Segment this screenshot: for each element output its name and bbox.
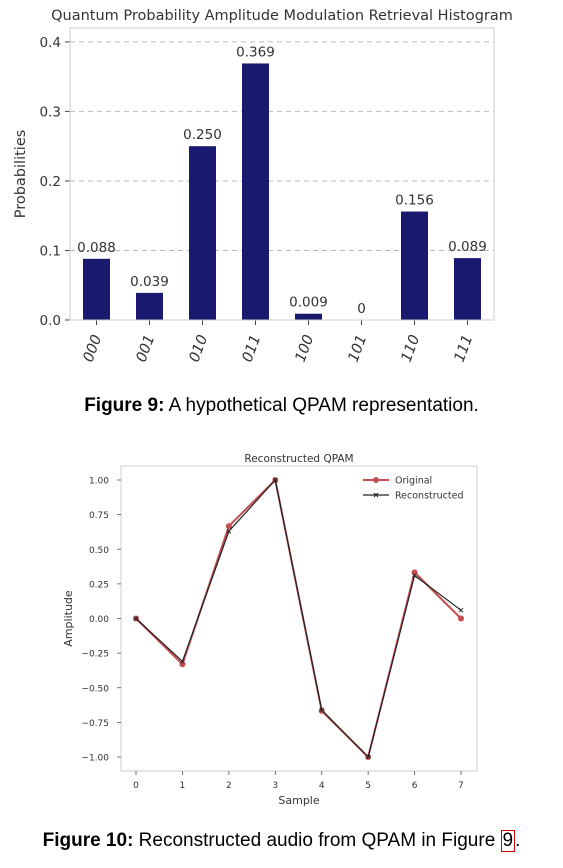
reconstructed-point bbox=[365, 754, 371, 760]
bar-value-label: 0.369 bbox=[236, 44, 275, 60]
x-tick-label: 100 bbox=[293, 333, 318, 364]
figure-9-text: A hypothetical QPAM representation. bbox=[164, 395, 479, 416]
legend-label-reconstructed: Reconstructed bbox=[395, 491, 464, 502]
legend-marker bbox=[373, 477, 379, 483]
y-tick-label: 0.0 bbox=[40, 313, 61, 329]
line-plot-frame bbox=[120, 465, 478, 772]
figure-10-caption: Figure 10: Reconstructed audio from QPAM… bbox=[0, 830, 563, 852]
legend-marker bbox=[373, 492, 379, 498]
x-tick-label: 1 bbox=[180, 781, 186, 791]
bar-value-label: 0.088 bbox=[77, 240, 116, 256]
reconstructed-point bbox=[458, 607, 464, 613]
figure-10-label: Figure 10: bbox=[42, 830, 134, 851]
bar-value-label: 0.089 bbox=[448, 239, 487, 255]
original-point bbox=[458, 615, 464, 622]
bar-value-label: 0.156 bbox=[395, 193, 434, 209]
plot-frame bbox=[69, 27, 495, 321]
y-axis-label: Amplitude bbox=[62, 590, 75, 647]
figure-9-label: Figure 9: bbox=[84, 395, 165, 416]
y-tick-label: 0.2 bbox=[40, 174, 61, 190]
reconstructed-point bbox=[180, 659, 185, 664]
y-tick-label: 0.50 bbox=[89, 546, 109, 556]
histogram-title: Quantum Probability Amplitude Modulation… bbox=[51, 8, 513, 24]
x-tick-label: 5 bbox=[365, 781, 371, 791]
y-tick-label: −0.25 bbox=[81, 650, 109, 660]
x-tick-label: 110 bbox=[399, 333, 424, 364]
y-tick-label: −1.00 bbox=[81, 754, 109, 764]
legend-label-original: Original bbox=[395, 476, 432, 487]
reconstruction-chart: Reconstructed QPAM 1.00 0.75 0.50 0.25 0.00 −0… bbox=[62, 453, 478, 807]
x-tick-label: 2 bbox=[226, 781, 232, 791]
x-tick-label: 010 bbox=[187, 333, 212, 364]
y-tick-label: 1.00 bbox=[89, 477, 109, 487]
reconstructed-point bbox=[412, 573, 417, 578]
bar-value-label: 0.009 bbox=[289, 295, 328, 311]
bar bbox=[295, 313, 322, 320]
bar bbox=[189, 146, 216, 320]
bar-value-label: 0.250 bbox=[183, 127, 222, 143]
original-point bbox=[225, 523, 232, 530]
x-tick-label: 001 bbox=[134, 333, 159, 364]
figure-9-caption: Figure 9: A hypothetical QPAM representa… bbox=[0, 395, 563, 417]
figure-10-text: Reconstructed audio from QPAM in Figure bbox=[133, 830, 501, 851]
x-tick-label: 111 bbox=[452, 333, 477, 364]
x-tick-label: 3 bbox=[272, 781, 278, 791]
bar bbox=[242, 63, 269, 320]
x-tick-label: 7 bbox=[458, 781, 464, 791]
x-tick-label: 0 bbox=[133, 781, 139, 791]
original-point bbox=[318, 707, 325, 714]
y-tick-label: −0.50 bbox=[81, 684, 109, 694]
reconstructed-point bbox=[226, 528, 232, 534]
bar-value-label: 0.039 bbox=[130, 274, 169, 290]
y-tick-label: 0.75 bbox=[89, 511, 109, 521]
bar bbox=[454, 258, 481, 320]
x-tick-label: 011 bbox=[240, 333, 265, 364]
figure-9-reference-link[interactable]: 9 bbox=[500, 830, 516, 852]
histogram-chart: Quantum Probability Amplitude Modulation… bbox=[13, 8, 513, 364]
y-tick-label: 0.1 bbox=[40, 243, 61, 259]
figure-10-period: . bbox=[515, 830, 521, 851]
y-tick-label: −0.75 bbox=[81, 719, 109, 729]
bar bbox=[136, 292, 163, 320]
bar-value-label: 0 bbox=[357, 301, 366, 317]
x-tick-label: 101 bbox=[346, 333, 371, 364]
x-tick-label: 6 bbox=[412, 781, 418, 791]
y-axis-label: Probabilities bbox=[13, 130, 29, 219]
x-tick-label: 000 bbox=[81, 333, 106, 364]
y-tick-label: 0.00 bbox=[89, 615, 109, 625]
y-tick-label: 0.3 bbox=[40, 104, 61, 120]
y-tick-label: 0.25 bbox=[89, 580, 109, 590]
x-axis-label: Sample bbox=[278, 794, 319, 807]
reconstructed-point bbox=[272, 477, 278, 483]
x-tick-label: 4 bbox=[319, 781, 325, 791]
bar bbox=[83, 258, 110, 320]
bar bbox=[401, 211, 428, 320]
original-point bbox=[411, 569, 418, 576]
line-chart-title: Reconstructed QPAM bbox=[244, 453, 353, 465]
y-tick-label: 0.4 bbox=[40, 35, 61, 51]
series-line-reconstructed bbox=[135, 478, 462, 759]
reconstructed-point bbox=[319, 707, 325, 713]
reconstructed-point bbox=[133, 616, 139, 621]
